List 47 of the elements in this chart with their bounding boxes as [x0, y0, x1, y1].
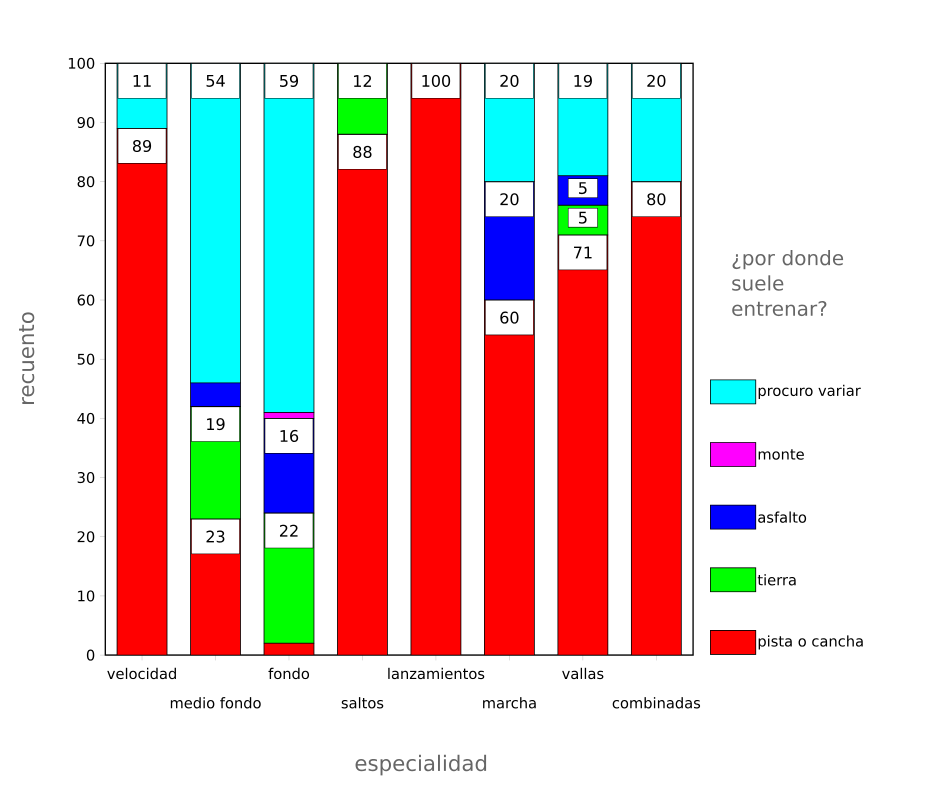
x-tick-label: medio fondo	[170, 697, 261, 708]
y-tick-label: 50	[78, 354, 94, 365]
data-label: 19	[574, 74, 592, 87]
y-tick-label: 70	[78, 235, 94, 246]
y-axis-title: recuento	[19, 312, 34, 404]
data-label: 5	[579, 182, 587, 194]
data-label: 19	[207, 418, 225, 430]
legend-label: tierra	[758, 574, 796, 586]
data-label: 54	[206, 74, 225, 87]
x-tick-label: marcha	[483, 697, 536, 708]
data-label: 71	[574, 246, 592, 258]
data-label: 60	[500, 312, 519, 324]
y-tick-label: 60	[78, 294, 94, 306]
data-label: 100	[422, 74, 450, 87]
data-label: 5	[579, 212, 587, 224]
data-label: 11	[134, 75, 151, 87]
x-tick-label: vallas	[562, 668, 604, 680]
x-tick-label: saltos	[342, 697, 384, 708]
x-axis-title: especialidad	[356, 754, 486, 776]
y-tick-label: 0	[86, 650, 94, 661]
x-tick-label: velocidad	[107, 668, 176, 680]
data-label: 20	[647, 74, 666, 87]
y-tick-label: 90	[78, 116, 94, 128]
data-label: 12	[354, 74, 372, 87]
y-tick-label: 80	[78, 176, 94, 188]
data-label: 59	[280, 74, 298, 87]
data-label: 23	[206, 530, 224, 543]
data-label: 80	[647, 193, 666, 206]
data-label: 88	[353, 146, 372, 158]
y-tick-label: 30	[78, 472, 94, 484]
y-tick-label: 100	[68, 58, 94, 69]
data-label: 20	[500, 193, 519, 206]
legend-label: asfalto	[758, 511, 806, 523]
data-label: 22	[280, 524, 298, 537]
y-tick-label: 40	[77, 412, 94, 424]
y-tick-label: 20	[78, 531, 94, 542]
legend-label: pista o cancha	[758, 635, 863, 650]
data-label: 89	[132, 140, 152, 152]
data-label: 16	[280, 430, 298, 442]
legend-label: procuro variar	[758, 384, 861, 399]
x-tick-label: fondo	[268, 668, 310, 680]
x-tick-label: combinadas	[612, 697, 700, 708]
x-tick-label: lanzamientos	[388, 668, 484, 680]
y-tick-label: 10	[78, 590, 94, 602]
legend-label: monte	[758, 449, 804, 460]
data-label: 20	[500, 74, 519, 87]
legend-title: ¿por donde suele entrenar?	[732, 250, 844, 316]
